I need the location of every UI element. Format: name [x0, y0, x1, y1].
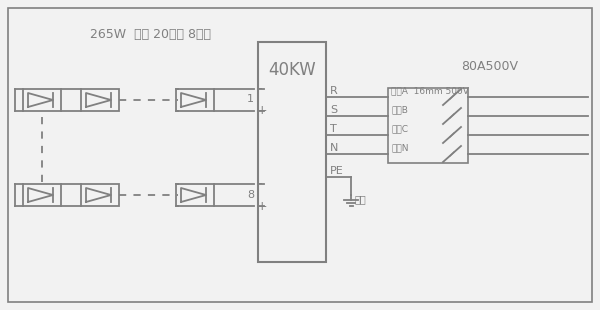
Text: -: -	[257, 178, 262, 191]
Text: 40KW: 40KW	[268, 61, 316, 79]
Text: 8: 8	[247, 190, 254, 200]
Text: S: S	[330, 105, 337, 115]
Text: +: +	[257, 104, 268, 117]
Bar	[81, 184, 119, 206]
Bar	[23, 184, 61, 206]
Text: R: R	[330, 86, 338, 96]
Text: 1: 1	[247, 94, 254, 104]
Text: 265W  组件 20串联 8并联: 265W 组件 20串联 8并联	[89, 29, 211, 42]
Bar	[23, 89, 61, 111]
Bar	[176, 184, 214, 206]
Bar	[388, 88, 468, 163]
Bar	[81, 89, 119, 111]
Text: 相线A  16mm 500V: 相线A 16mm 500V	[391, 86, 469, 95]
Text: 相线C: 相线C	[391, 124, 408, 133]
Text: 地线: 地线	[355, 194, 367, 204]
Text: PE: PE	[330, 166, 344, 176]
Bar	[176, 89, 214, 111]
Text: N: N	[330, 143, 338, 153]
Text: 80A500V: 80A500V	[461, 60, 518, 73]
Text: T: T	[330, 124, 337, 134]
Text: 相线B: 相线B	[391, 105, 408, 114]
Text: -: -	[257, 82, 262, 95]
Text: 零线N: 零线N	[391, 143, 409, 152]
Bar	[258, 42, 326, 262]
Text: +: +	[257, 200, 268, 212]
